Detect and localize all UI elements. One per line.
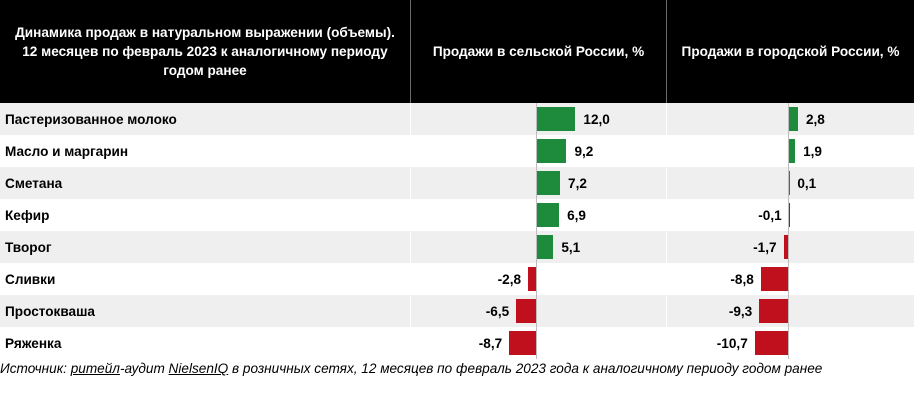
- urban-value-label: 1,9: [803, 143, 822, 159]
- urban-value-label: 0,1: [797, 175, 817, 191]
- urban-value-label: -1,7: [753, 239, 777, 255]
- category-label: Масло и маргарин: [5, 143, 129, 159]
- source-prefix: Источник:: [0, 361, 71, 376]
- table-row: Творог 5,1 -1,7: [0, 231, 914, 263]
- rural-value-label: 5,1: [561, 239, 581, 255]
- rural-bar: [528, 267, 537, 291]
- urban-value-label: 2,8: [805, 111, 825, 127]
- urban-bar: [760, 267, 789, 291]
- rural-bar: [516, 299, 537, 323]
- table-row: Пастеризованное молоко 12,0 2,8: [0, 103, 914, 135]
- column-separator: [666, 103, 667, 359]
- table-header: Динамика продаж в натуральном выражении …: [0, 0, 914, 103]
- rural-bar: [537, 107, 576, 131]
- rural-bar: [509, 331, 537, 355]
- urban-bar: [759, 299, 789, 323]
- urban-zero-axis: [788, 103, 789, 359]
- urban-bar: [789, 139, 796, 163]
- urban-bar: [789, 107, 798, 131]
- header-metric-title: Динамика продаж в натуральном выражении …: [15, 25, 395, 78]
- rural-bar: [537, 171, 561, 195]
- table-row: Сливки -2,8 -8,8: [0, 263, 914, 295]
- table-row: Масло и маргарин 9,2 1,9: [0, 135, 914, 167]
- table-row: Сметана 7,2 0,1: [0, 167, 914, 199]
- header-rural-sales: Продажи в сельской России, %: [410, 0, 666, 103]
- rural-value-label: 7,2: [568, 175, 587, 191]
- table-row: Ряженка -8,7 -10,7: [0, 327, 914, 359]
- category-label: Кефир: [5, 207, 50, 223]
- urban-value-label: -9,3: [728, 303, 753, 319]
- rural-bar: [537, 203, 560, 227]
- rural-bar: [537, 139, 567, 163]
- source-rest: в розничных сетях, 12 месяцев по февраль…: [228, 361, 823, 376]
- rural-value-label: -6,5: [485, 303, 510, 319]
- source-mid: -аудит: [119, 361, 169, 376]
- category-label: Творог: [5, 239, 52, 255]
- table-row: Простокваша -6,5 -9,3: [0, 295, 914, 327]
- table-row: Кефир 6,9 -0,1: [0, 199, 914, 231]
- category-label: Простокваша: [5, 303, 95, 319]
- category-label: Ряженка: [5, 335, 62, 351]
- urban-value-label: -0,1: [758, 207, 782, 223]
- urban-bar: [754, 331, 789, 355]
- column-separator: [410, 103, 411, 359]
- rural-bar: [537, 235, 554, 259]
- category-label: Пастеризованное молоко: [5, 111, 177, 127]
- rural-value-label: 9,2: [574, 143, 594, 159]
- rural-value-label: -8,7: [478, 335, 503, 351]
- rural-value-label: 6,9: [567, 207, 586, 223]
- category-label: Сметана: [5, 175, 63, 191]
- source-link-retail[interactable]: ритейл: [70, 361, 120, 376]
- source-link-nielseniq[interactable]: NielsenIQ: [168, 361, 229, 376]
- category-label: Сливки: [5, 271, 56, 287]
- urban-bar: [783, 235, 789, 259]
- rural-value-label: 12,0: [583, 111, 610, 127]
- urban-value-label: -10,7: [716, 335, 748, 351]
- rural-value-label: -2,8: [497, 271, 522, 287]
- source-note: Источник: ритейл-аудит NielsenIQ в розни…: [0, 360, 880, 378]
- urban-value-label: -8,8: [730, 271, 754, 287]
- rural-zero-axis: [536, 103, 537, 359]
- header-urban-sales: Продажи в городской России, %: [666, 0, 914, 103]
